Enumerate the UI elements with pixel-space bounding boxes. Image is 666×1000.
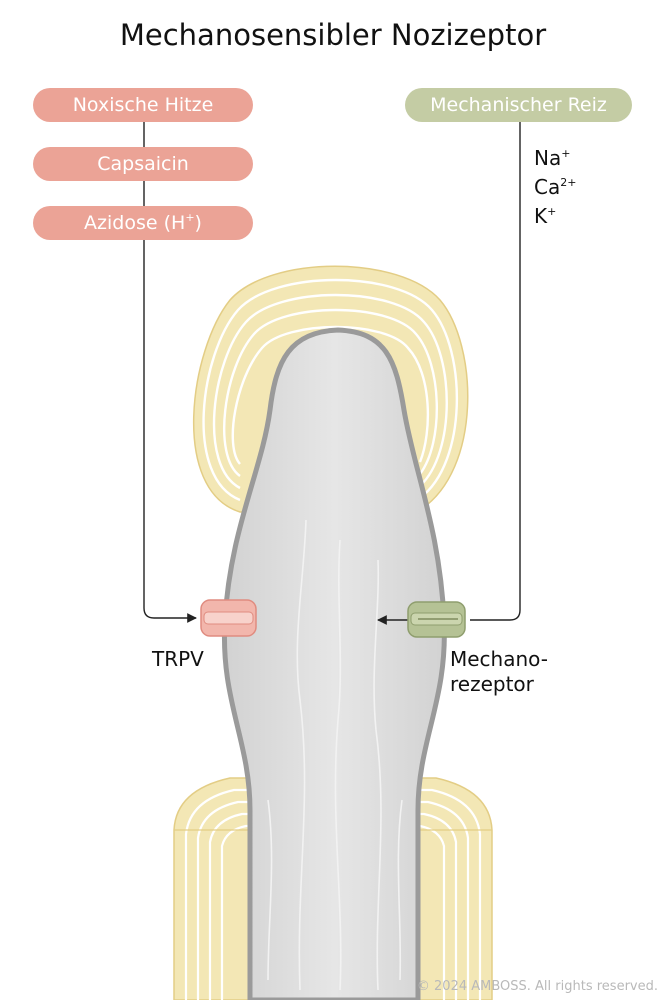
ion-potassium: K+ (534, 202, 576, 231)
diagram-title: Mechanosensibler Nozizeptor (119, 18, 547, 52)
proton-charge: + (185, 211, 195, 224)
ion-calcium-charge: 2+ (560, 176, 577, 189)
ion-potassium-symbol: K (534, 204, 548, 228)
stimulus-capsaicin: Capsaicin (33, 147, 253, 181)
copyright-notice: © 2024 AMBOSS. All rights reserved. (416, 979, 658, 994)
ion-sodium-charge: + (561, 147, 571, 160)
signal-lines (143, 88, 521, 625)
mechano-connector (470, 122, 521, 621)
ion-potassium-charge: + (547, 205, 557, 218)
trpv-label: TRPV (152, 647, 204, 671)
stimulus-capsaicin-label: Capsaicin (97, 153, 189, 175)
ion-calcium-symbol: Ca (534, 175, 561, 199)
ion-sodium-symbol: Na (534, 146, 562, 170)
stimulus-acidosis-suffix: ) (194, 212, 202, 234)
trpv-arrow (143, 88, 197, 623)
trpv-channel (200, 599, 257, 637)
mechanoreceptor-channel (407, 601, 466, 638)
stimulus-acidosis-label: Azidose (H (84, 212, 186, 234)
ion-sodium: Na+ (534, 144, 576, 173)
mechanoreceptor-label-line2: rezeptor (450, 672, 534, 696)
ion-list: Na+ Ca2+ K+ (534, 144, 576, 231)
stimulus-mechanical: Mechanischer Reiz (405, 88, 632, 122)
ion-calcium: Ca2+ (534, 173, 576, 202)
stimulus-noxious-heat-label: Noxische Hitze (72, 94, 214, 116)
stimulus-noxious-heat: Noxische Hitze (33, 88, 253, 122)
stimulus-mechanical-label: Mechanischer Reiz (430, 94, 607, 116)
mechanoreceptor-label-line1: Mechano- (450, 647, 548, 671)
mechanoreceptor-label: Mechano- rezeptor (450, 647, 548, 697)
stimulus-acidosis: Azidose (H+) (33, 206, 253, 240)
